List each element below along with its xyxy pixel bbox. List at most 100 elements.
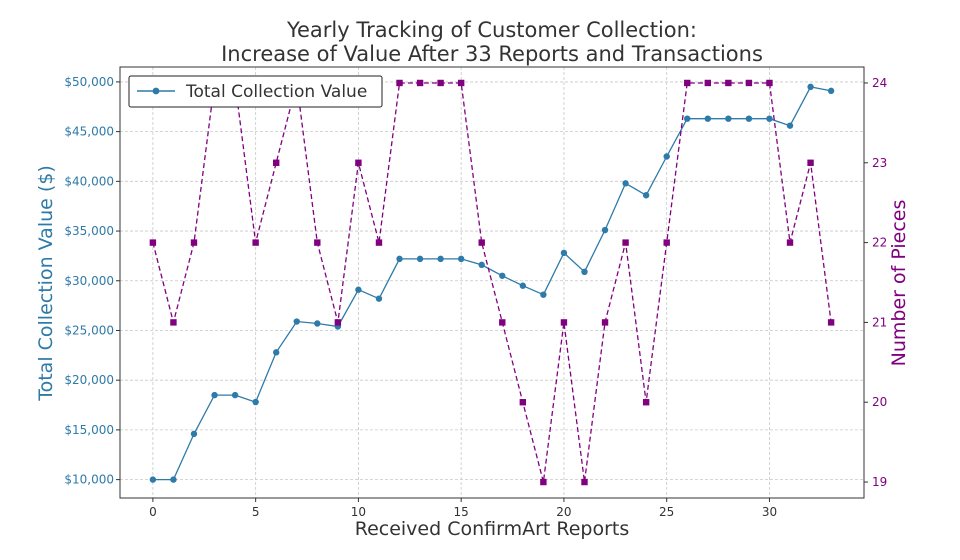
point-number-of-pieces	[519, 399, 527, 406]
point-number-of-pieces	[745, 79, 753, 87]
y-right-tick-label: 22	[872, 236, 887, 250]
point-total-collection-value	[252, 398, 259, 406]
point-total-collection-value	[601, 226, 609, 234]
point-total-collection-value	[396, 255, 403, 263]
point-total-collection-value	[642, 192, 650, 199]
point-number-of-pieces	[478, 239, 485, 246]
y-left-tick-label: $35,000	[64, 224, 114, 238]
point-total-collection-value	[622, 180, 629, 187]
y-right-tick-label: 20	[872, 395, 887, 409]
x-tick-label: 5	[252, 505, 260, 519]
point-total-collection-value	[581, 268, 588, 276]
y-left-axis-ticks: $10,000 $15,000 $20,000 $25,000 $30,000 $35,0…	[64, 75, 120, 487]
point-number-of-pieces	[149, 239, 157, 246]
point-total-collection-value	[540, 291, 547, 298]
y-left-axis-label: Total Collection Value ($)	[35, 165, 57, 402]
point-number-of-pieces	[355, 159, 362, 166]
y-left-tick-label: $20,000	[64, 373, 114, 387]
point-number-of-pieces	[766, 79, 773, 87]
y-left-tick-label: $50,000	[64, 75, 114, 89]
point-number-of-pieces	[560, 319, 568, 326]
plot-frame	[119, 66, 865, 499]
point-total-collection-value	[766, 115, 773, 122]
x-tick-label: 0	[149, 505, 157, 519]
y-right-axis-label: Number of Pieces	[888, 200, 910, 367]
point-total-collection-value	[170, 476, 177, 483]
legend-marker-total-collection-value	[152, 87, 160, 95]
point-total-collection-value	[786, 122, 794, 129]
point-total-collection-value	[314, 320, 321, 327]
x-tick-label: 10	[351, 505, 366, 519]
point-number-of-pieces	[581, 478, 588, 486]
point-total-collection-value	[663, 153, 670, 160]
point-number-of-pieces	[827, 319, 835, 326]
point-total-collection-value	[437, 255, 444, 263]
point-total-collection-value	[745, 115, 753, 122]
x-axis-label: Received ConfirmArt Reports	[355, 518, 630, 540]
y-right-tick-label: 24	[872, 76, 887, 90]
point-number-of-pieces	[272, 159, 280, 166]
chart-title-line1: Yearly Tracking of Customer Collection:	[286, 18, 697, 42]
point-total-collection-value	[725, 115, 732, 122]
point-number-of-pieces	[252, 239, 259, 246]
x-tick-label: 30	[762, 505, 777, 519]
point-number-of-pieces	[663, 239, 670, 246]
point-number-of-pieces	[622, 239, 629, 246]
series-line-total-collection-value	[152, 86, 832, 481]
point-total-collection-value	[457, 255, 465, 263]
point-total-collection-value	[211, 391, 218, 399]
point-number-of-pieces	[457, 79, 465, 87]
point-total-collection-value	[190, 430, 198, 438]
y-right-tick-label: 19	[872, 475, 887, 489]
point-number-of-pieces	[786, 239, 794, 246]
series-layer	[149, 79, 835, 486]
point-total-collection-value	[827, 87, 835, 95]
point-total-collection-value	[149, 476, 157, 483]
point-total-collection-value	[478, 261, 485, 269]
x-tick-label: 25	[659, 505, 674, 519]
point-total-collection-value	[375, 295, 383, 302]
y-right-tick-label: 21	[872, 315, 887, 329]
y-left-tick-label: $15,000	[64, 423, 114, 437]
y-right-axis-ticks: 19 20 21 22 23 24	[864, 76, 887, 489]
y-left-tick-label: $10,000	[64, 473, 114, 487]
point-total-collection-value	[355, 286, 362, 293]
point-number-of-pieces	[704, 79, 712, 87]
y-left-tick-label: $25,000	[64, 323, 114, 337]
y-left-tick-label: $40,000	[64, 174, 114, 188]
series-line-number-of-pieces	[152, 82, 832, 483]
point-number-of-pieces	[396, 79, 403, 87]
y-left-tick-label: $30,000	[64, 274, 114, 288]
y-left-tick-label: $45,000	[64, 125, 114, 139]
point-total-collection-value	[231, 391, 239, 399]
point-total-collection-value	[519, 282, 527, 289]
chart-title-line2: Increase of Value After 33 Reports and T…	[221, 42, 763, 66]
point-number-of-pieces	[190, 239, 198, 246]
point-total-collection-value	[807, 83, 814, 91]
x-tick-label: 15	[454, 505, 469, 519]
point-total-collection-value	[293, 318, 300, 325]
legend: Total Collection Value	[128, 75, 383, 108]
x-tick-label: 20	[556, 505, 571, 519]
point-number-of-pieces	[416, 79, 424, 87]
point-number-of-pieces	[601, 319, 609, 326]
point-total-collection-value	[560, 249, 568, 257]
point-number-of-pieces	[499, 319, 506, 326]
point-number-of-pieces	[334, 319, 342, 326]
point-number-of-pieces	[375, 239, 383, 246]
point-total-collection-value	[704, 115, 712, 122]
point-number-of-pieces	[170, 319, 177, 326]
point-total-collection-value	[499, 272, 506, 279]
point-total-collection-value	[416, 255, 424, 263]
point-number-of-pieces	[314, 239, 321, 246]
point-number-of-pieces	[437, 79, 444, 87]
point-total-collection-value	[272, 349, 280, 356]
grid	[120, 67, 864, 498]
point-number-of-pieces	[642, 399, 650, 406]
point-number-of-pieces	[807, 159, 814, 166]
x-axis-ticks: 0 5 10 15 20 25 30	[149, 498, 777, 519]
legend-frame	[128, 75, 383, 108]
point-number-of-pieces	[684, 79, 691, 87]
point-number-of-pieces	[725, 79, 732, 87]
